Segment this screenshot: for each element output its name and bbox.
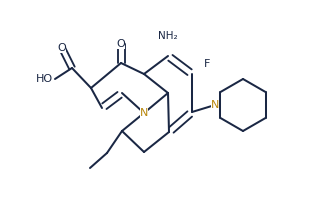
Text: O: O [117,39,126,49]
Text: HO: HO [36,74,53,84]
Text: N: N [140,108,148,118]
Text: O: O [58,43,66,53]
Text: NH₂: NH₂ [158,31,178,41]
Text: F: F [204,59,210,69]
Text: N: N [211,100,219,110]
